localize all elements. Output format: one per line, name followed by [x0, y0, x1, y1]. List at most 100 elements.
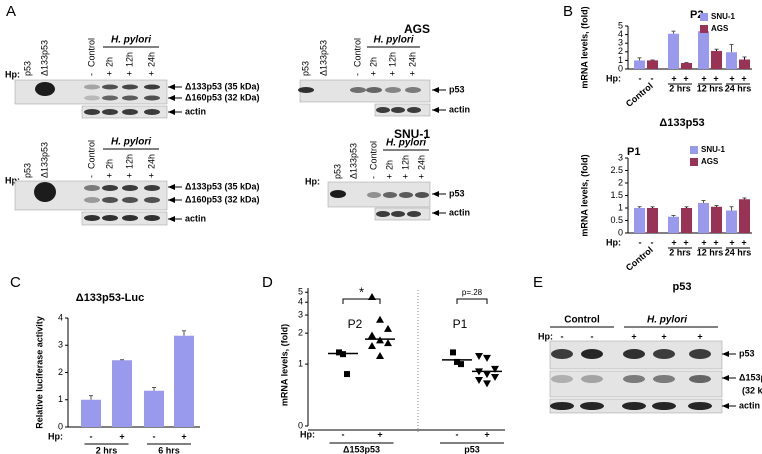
x-tick-label: Control	[624, 245, 655, 273]
band	[623, 349, 645, 359]
bar	[698, 31, 709, 69]
lane-label: 2h	[368, 57, 378, 67]
lane-label: +	[384, 174, 394, 179]
band	[551, 375, 573, 383]
bar	[739, 199, 750, 233]
sign: +	[697, 331, 702, 341]
point	[376, 336, 384, 344]
band	[688, 402, 712, 410]
x-tick-label: 2 hrs	[669, 83, 691, 93]
lane-label: +	[407, 71, 417, 76]
band	[102, 84, 118, 90]
lane-label: +	[104, 173, 114, 178]
band	[122, 95, 138, 101]
lane-label: Δ133p53	[39, 142, 49, 178]
bar	[81, 399, 101, 427]
lane-label: -	[352, 73, 362, 76]
y-tick-label: 3	[618, 152, 623, 162]
hp-label: Hp:	[5, 175, 20, 185]
band-label: Δ160p53 (32 kDa)	[185, 194, 260, 204]
band	[652, 402, 676, 410]
point	[368, 342, 376, 350]
sign: +	[701, 237, 706, 247]
point	[491, 365, 499, 373]
band	[102, 109, 118, 115]
hp-label: Hp:	[606, 73, 621, 83]
x-tick-label: +	[119, 431, 124, 441]
band	[144, 215, 160, 221]
band	[550, 402, 574, 410]
band-label: Δ133p53 (35 kDa)	[185, 181, 260, 191]
legend-label: SNU-1	[711, 12, 736, 21]
x-axis-label: Δ133p53	[659, 117, 704, 129]
lane-label: Control	[86, 38, 96, 67]
band	[122, 215, 138, 221]
lane-label: 24h	[416, 155, 426, 170]
y-tick-label: 2	[618, 177, 623, 187]
band	[689, 349, 711, 359]
point	[475, 352, 483, 360]
treatment-label: H. pylori	[386, 138, 426, 149]
significance: *	[359, 284, 364, 299]
band	[581, 375, 603, 383]
hp-label: Hp:	[5, 69, 20, 79]
lane-label: Control	[368, 141, 378, 170]
y-axis-label: mRNA levels, (fold)	[579, 6, 589, 88]
y-tick-label: 2	[298, 328, 303, 338]
lane-label: 2h	[104, 159, 114, 169]
band	[383, 192, 397, 198]
bar	[711, 50, 722, 69]
group-label: 2 hrs	[96, 445, 118, 454]
chart-title: P1	[627, 146, 640, 158]
band	[622, 402, 646, 410]
x-tick-label: 12 hrs	[697, 83, 724, 93]
lane-label: p53	[300, 61, 310, 76]
y-tick-label: 1	[618, 55, 623, 65]
lane-label: +	[146, 173, 156, 178]
legend-swatch	[690, 158, 698, 166]
point	[368, 331, 376, 339]
lane-label: 2h	[384, 160, 394, 170]
bar	[739, 59, 750, 69]
lane-label: 24h	[146, 154, 156, 169]
sign: +	[741, 237, 746, 247]
lane-label: +	[124, 71, 134, 76]
sign: -	[651, 237, 654, 247]
y-axis-label: mRNA levels, (fold)	[279, 324, 289, 406]
y-tick-label: 0.5	[610, 215, 623, 225]
band	[391, 211, 405, 217]
y-tick-label: 5	[298, 287, 303, 297]
bar	[144, 390, 164, 427]
band	[330, 190, 346, 198]
lane-label: 2h	[104, 57, 114, 67]
x-tick-label: -	[456, 429, 459, 439]
band	[391, 107, 405, 113]
lane-label: p53	[22, 61, 32, 76]
panel-label: B	[563, 3, 573, 20]
lane-label: 12h	[124, 52, 134, 67]
sign: +	[683, 237, 688, 247]
band-label: actin	[449, 207, 470, 217]
band	[385, 87, 401, 93]
y-tick-label: 3	[58, 340, 63, 350]
band	[689, 375, 711, 383]
blot	[549, 370, 723, 398]
y-tick-label: 3	[618, 38, 623, 48]
panel-label: D	[262, 274, 273, 291]
x-tick-label: -	[342, 429, 345, 439]
bar	[681, 62, 692, 69]
band	[366, 87, 382, 93]
y-tick-label: 1	[298, 358, 303, 368]
group-label: H. pylori	[647, 315, 687, 326]
bracket	[456, 298, 488, 304]
band	[84, 185, 100, 191]
lane-label: -	[368, 176, 378, 179]
band	[84, 109, 100, 115]
lane-label: 12h	[124, 154, 134, 169]
band-label: actin	[449, 104, 470, 114]
sign: +	[661, 331, 666, 341]
chart-title: Δ133p53-Luc	[76, 292, 144, 304]
x-tick-label: 12 hrs	[697, 247, 724, 257]
point	[376, 315, 384, 323]
bar	[112, 360, 132, 427]
